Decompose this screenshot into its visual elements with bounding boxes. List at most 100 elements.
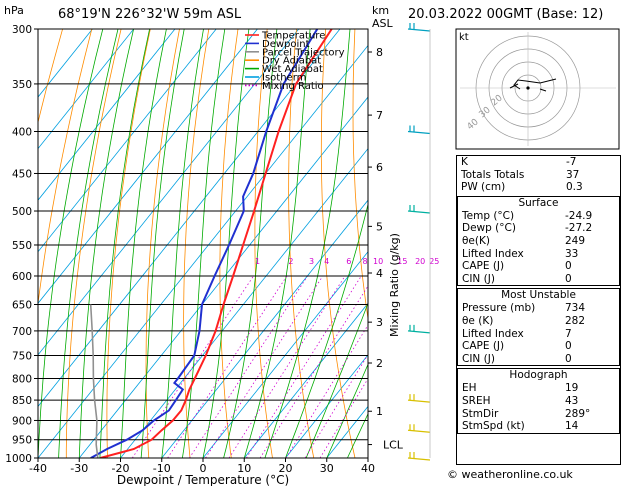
table-row: EH 19 xyxy=(458,382,619,395)
legend-label: Wet Adiabat xyxy=(262,64,323,75)
isotherm-line xyxy=(38,29,258,304)
km-tick-label: 1 xyxy=(376,405,383,418)
table-row: CAPE (J) 0 xyxy=(458,260,619,273)
row-label: CIN (J) xyxy=(462,272,495,285)
isotherm-line xyxy=(285,354,368,458)
row-value: 0 xyxy=(565,340,572,353)
mixing-ratio-line xyxy=(205,275,324,458)
mixing-ratio-labels: 1 2 3 4 6 8 10 15 20 25 xyxy=(255,257,439,266)
table-row: CIN (J) 0 xyxy=(458,273,619,286)
series-temperature xyxy=(100,29,333,458)
wind-barb xyxy=(407,23,431,32)
wind-barb xyxy=(407,125,431,135)
x-tick-label: -30 xyxy=(70,462,88,475)
surface-table: Temp (°C) -24.9 Dewp (°C) -27.2 θe(K) 249 Lift… xyxy=(458,210,619,286)
table-row: θe (K) 282 xyxy=(458,315,619,328)
row-value: 0.3 xyxy=(566,181,583,194)
hodograph-markers xyxy=(509,83,547,92)
dry-adiabat-line xyxy=(145,29,180,458)
wet-adiabat-line xyxy=(223,29,278,458)
x-tick-label: -20 xyxy=(112,462,130,475)
hodograph-center xyxy=(526,86,530,90)
km-axis: 1 2 3 4 5 6 7 8 LCL xyxy=(368,46,404,452)
km-tick-label: 6 xyxy=(376,161,383,174)
row-value: 0 xyxy=(565,260,572,273)
table-row: PW (cm) 0.3 xyxy=(457,181,620,194)
isotherm-line xyxy=(243,302,368,458)
row-value: 33 xyxy=(565,247,579,260)
table-row: Temp (°C) -24.9 xyxy=(458,210,619,223)
mixing-ratio-line xyxy=(228,275,346,458)
hpa-label: hPa xyxy=(4,4,24,17)
row-label: StmDir xyxy=(462,407,499,420)
surface-title: Surface xyxy=(518,196,559,209)
indices-table: K -7 Totals Totals 37 PW (cm) 0.3 xyxy=(457,156,620,194)
wind-barb xyxy=(407,424,431,433)
table-row: StmSpd (kt) 14 xyxy=(458,420,619,433)
y-tick-label: 300 xyxy=(12,24,32,36)
row-label: Dewp (°C) xyxy=(462,222,516,235)
row-value: 0 xyxy=(565,272,572,285)
y-tick-label: 1000 xyxy=(5,453,32,465)
hodograph-table-title: Hodograph xyxy=(509,369,568,382)
most-unstable-table: Pressure (mb) 734 θe (K) 282 Lifted Index 7 CA… xyxy=(458,302,619,365)
mixing-ratio-line xyxy=(246,275,362,458)
wet-adiabat-line xyxy=(285,202,368,458)
x-tick-label: 0 xyxy=(200,462,207,475)
mixing-ratio-label: 8 xyxy=(363,257,368,266)
legend-label: Mixing Ratio xyxy=(262,81,324,92)
mixing-ratio-label: 25 xyxy=(429,257,439,266)
dry-adiabat-line xyxy=(320,29,356,458)
row-label: Totals Totals xyxy=(461,168,525,181)
table-row: K -7 xyxy=(457,156,620,169)
legend-label: Parcel Trajectory xyxy=(262,47,345,58)
hodograph-box: Hodograph EH 19 SREH 43 StmDir 289° StmSpd (kt… xyxy=(457,368,620,434)
isotherm-line xyxy=(38,29,217,253)
wind-barb xyxy=(407,324,431,334)
row-label: CIN (J) xyxy=(462,352,495,365)
surface-box: Surface Temp (°C) -24.9 Dewp (°C) -27.2 θe(K… xyxy=(457,195,620,287)
mixing-ratio-label: 15 xyxy=(397,257,407,266)
km-tick-label: 4 xyxy=(376,267,383,280)
y-tick-label: 800 xyxy=(12,373,32,385)
mixing-ratio-label: 10 xyxy=(373,257,383,266)
km-tick-label: 5 xyxy=(376,220,383,233)
row-value: 249 xyxy=(565,234,586,247)
km-label: km xyxy=(372,4,389,17)
row-label: Lifted Index xyxy=(462,247,524,260)
row-value: 19 xyxy=(565,382,579,395)
y-tick-label: 350 xyxy=(12,79,32,91)
datetime-title: 20.03.2022 00GMT (Base: 12) xyxy=(408,7,603,22)
row-value: 0 xyxy=(565,352,572,365)
mixing-ratio-label: 4 xyxy=(324,257,329,266)
row-value: -7 xyxy=(566,156,577,168)
row-label: θe (K) xyxy=(462,314,494,327)
wet-adiabat-line xyxy=(326,363,368,458)
hodograph-kt-label: kt xyxy=(459,32,469,43)
x-tick-label: 40 xyxy=(361,462,375,475)
isotherm-line xyxy=(161,199,368,458)
wind-barbs xyxy=(407,23,431,461)
legend-label: Dry Adiabat xyxy=(262,56,321,67)
row-label: EH xyxy=(462,382,477,395)
y-tick-label: 900 xyxy=(12,415,32,427)
y-tick-label: 700 xyxy=(12,326,32,338)
y-tick-label: 850 xyxy=(12,395,32,407)
row-label: StmSpd (kt) xyxy=(462,420,525,433)
row-label: CAPE (J) xyxy=(462,260,505,273)
table-row: CIN (J) 0 xyxy=(458,353,619,366)
km-tick-label: 3 xyxy=(376,316,383,329)
x-tick-label: 20 xyxy=(279,462,293,475)
asl-label: ASL xyxy=(372,17,394,30)
location-title: 68°19'N 226°32'W 59m ASL xyxy=(58,7,242,22)
series-parcel-trajectory xyxy=(89,304,99,458)
isotherm-line xyxy=(38,29,300,356)
x-tick-label: 10 xyxy=(237,462,251,475)
hodograph-table: EH 19 SREH 43 StmDir 289° StmSpd (kt) 14 xyxy=(458,382,619,432)
y-tick-label: 450 xyxy=(12,168,32,180)
hodograph-rings xyxy=(460,32,616,146)
legend-label: Dewpoint xyxy=(262,39,310,50)
wind-barb xyxy=(407,452,431,461)
row-label: Pressure (mb) xyxy=(462,302,536,315)
